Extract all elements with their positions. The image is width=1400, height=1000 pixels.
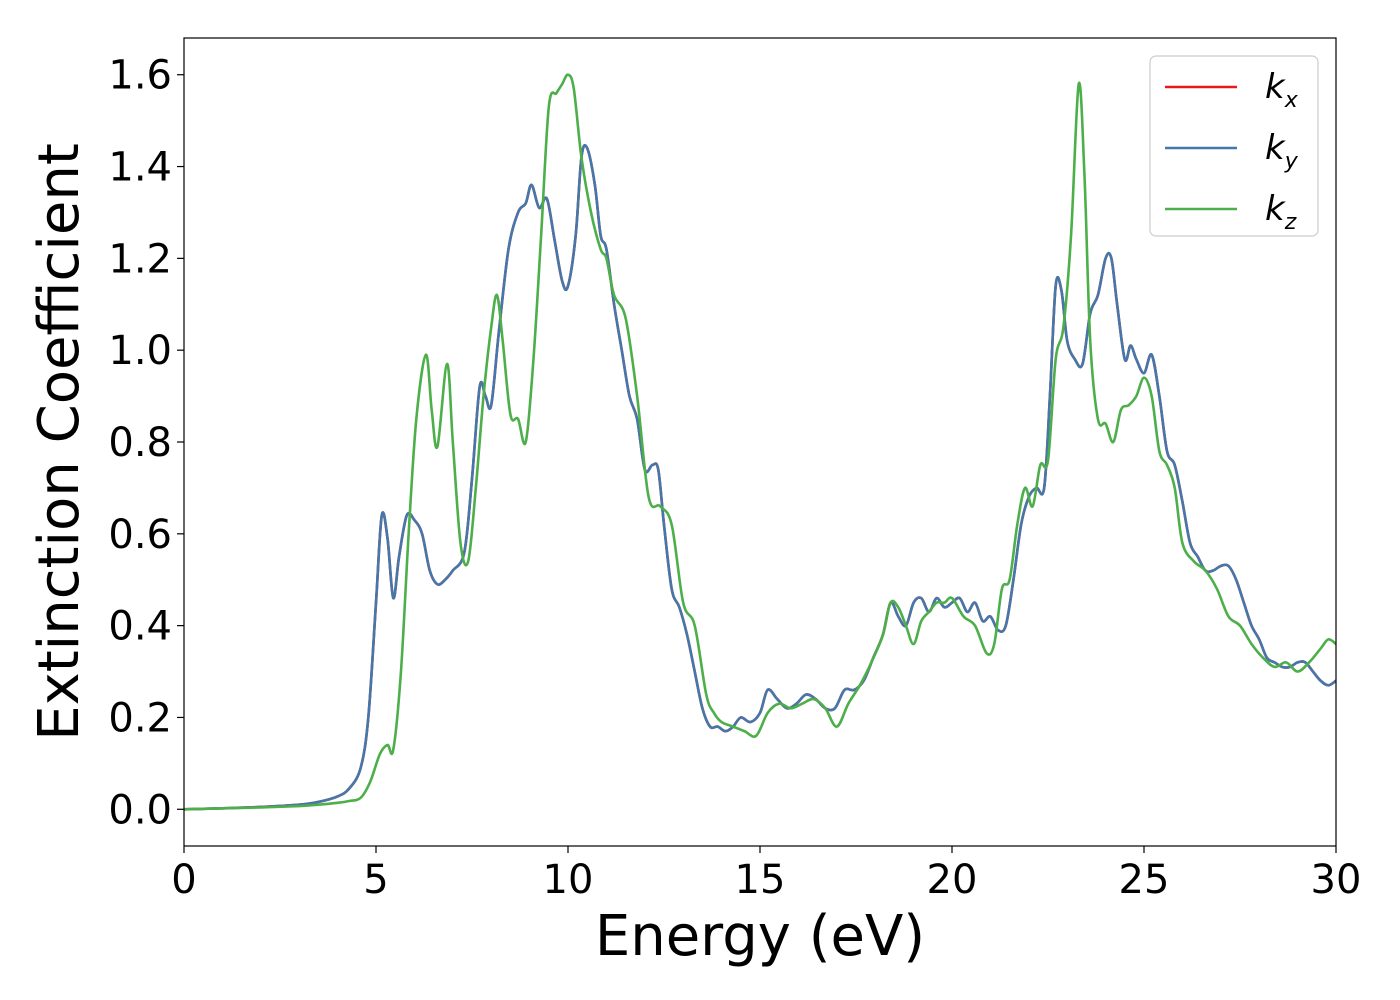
legend-label-main: k: [1265, 189, 1286, 229]
x-tick-label: 30: [1311, 857, 1362, 903]
series-line-kz: [184, 73, 1336, 811]
y-axis-title: Extinction Coefficient: [27, 143, 92, 741]
legend-label-subscript: y: [1284, 149, 1299, 174]
y-tick-label: 1.4: [108, 145, 172, 191]
legend-label-kz: kz: [1265, 189, 1297, 235]
x-tick-label: 25: [1119, 857, 1170, 903]
x-tick-label: 15: [735, 857, 786, 903]
y-tick-label: 0.4: [108, 604, 172, 650]
x-tick-label: 0: [171, 857, 196, 903]
legend-label-kx: kx: [1265, 67, 1299, 113]
legend-label-subscript: x: [1284, 88, 1299, 113]
legend-label-main: k: [1265, 67, 1286, 107]
y-axis-ticks: 0.0 0.2 0.4 0.6 0.8 1.0 1.2 1.4 1.6: [108, 53, 184, 833]
y-tick-label: 1.6: [108, 53, 172, 99]
y-tick-label: 0.0: [108, 787, 172, 833]
legend-label-ky: ky: [1265, 128, 1299, 174]
legend-box: [1149, 55, 1319, 237]
series-layer: [184, 73, 1336, 811]
legend-label-main: k: [1265, 128, 1286, 168]
x-tick-label: 20: [927, 857, 978, 903]
x-axis-title: Energy (eV): [595, 904, 925, 969]
y-tick-label: 1.2: [108, 236, 172, 282]
x-tick-label: 10: [543, 857, 594, 903]
y-tick-label: 1.0: [108, 328, 172, 374]
y-tick-label: 0.8: [108, 420, 172, 466]
legend-label-subscript: z: [1284, 210, 1297, 235]
y-tick-label: 0.2: [108, 695, 172, 741]
x-axis-ticks: 0 5 10 15 20 25 30: [171, 846, 1361, 903]
y-tick-label: 0.6: [108, 512, 172, 558]
x-tick-label: 5: [363, 857, 388, 903]
